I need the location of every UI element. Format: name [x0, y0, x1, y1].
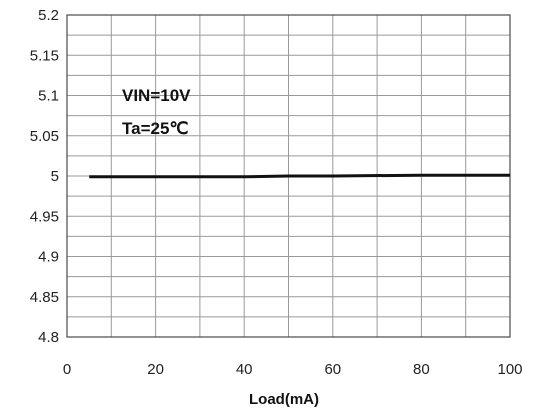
- x-tick-label: 20: [147, 361, 164, 378]
- y-tick-label: 5.15: [30, 47, 59, 64]
- series-line-1: [89, 173, 510, 179]
- y-tick-label: 5: [51, 168, 59, 185]
- y-tick-label: 4.9: [38, 249, 59, 266]
- y-tick-label: 5.1: [38, 88, 59, 105]
- annotation-vin: VIN=10V: [122, 86, 191, 105]
- x-tick-label: 60: [324, 361, 341, 378]
- x-tick-label: 80: [413, 361, 430, 378]
- x-axis-title: Load(mA): [249, 391, 319, 408]
- y-tick-label: 4.95: [30, 208, 59, 225]
- annotation-ta: Ta=25℃: [122, 119, 189, 138]
- y-tick-label: 4.8: [38, 329, 59, 346]
- y-tick-label: 5.05: [30, 128, 59, 145]
- grid: [67, 15, 510, 337]
- series-layer: [89, 173, 510, 179]
- x-tick-label: 0: [63, 361, 71, 378]
- x-tick-label: 40: [236, 361, 253, 378]
- tick-labels: 5.2 5.15 5.1 5.05 5 4.95 4.9 4.85 4.80 20 40 60 80 10…: [30, 7, 523, 378]
- y-tick-label: 5.2: [38, 7, 59, 24]
- x-tick-label: 100: [497, 361, 522, 378]
- y-tick-label: 4.85: [30, 289, 59, 306]
